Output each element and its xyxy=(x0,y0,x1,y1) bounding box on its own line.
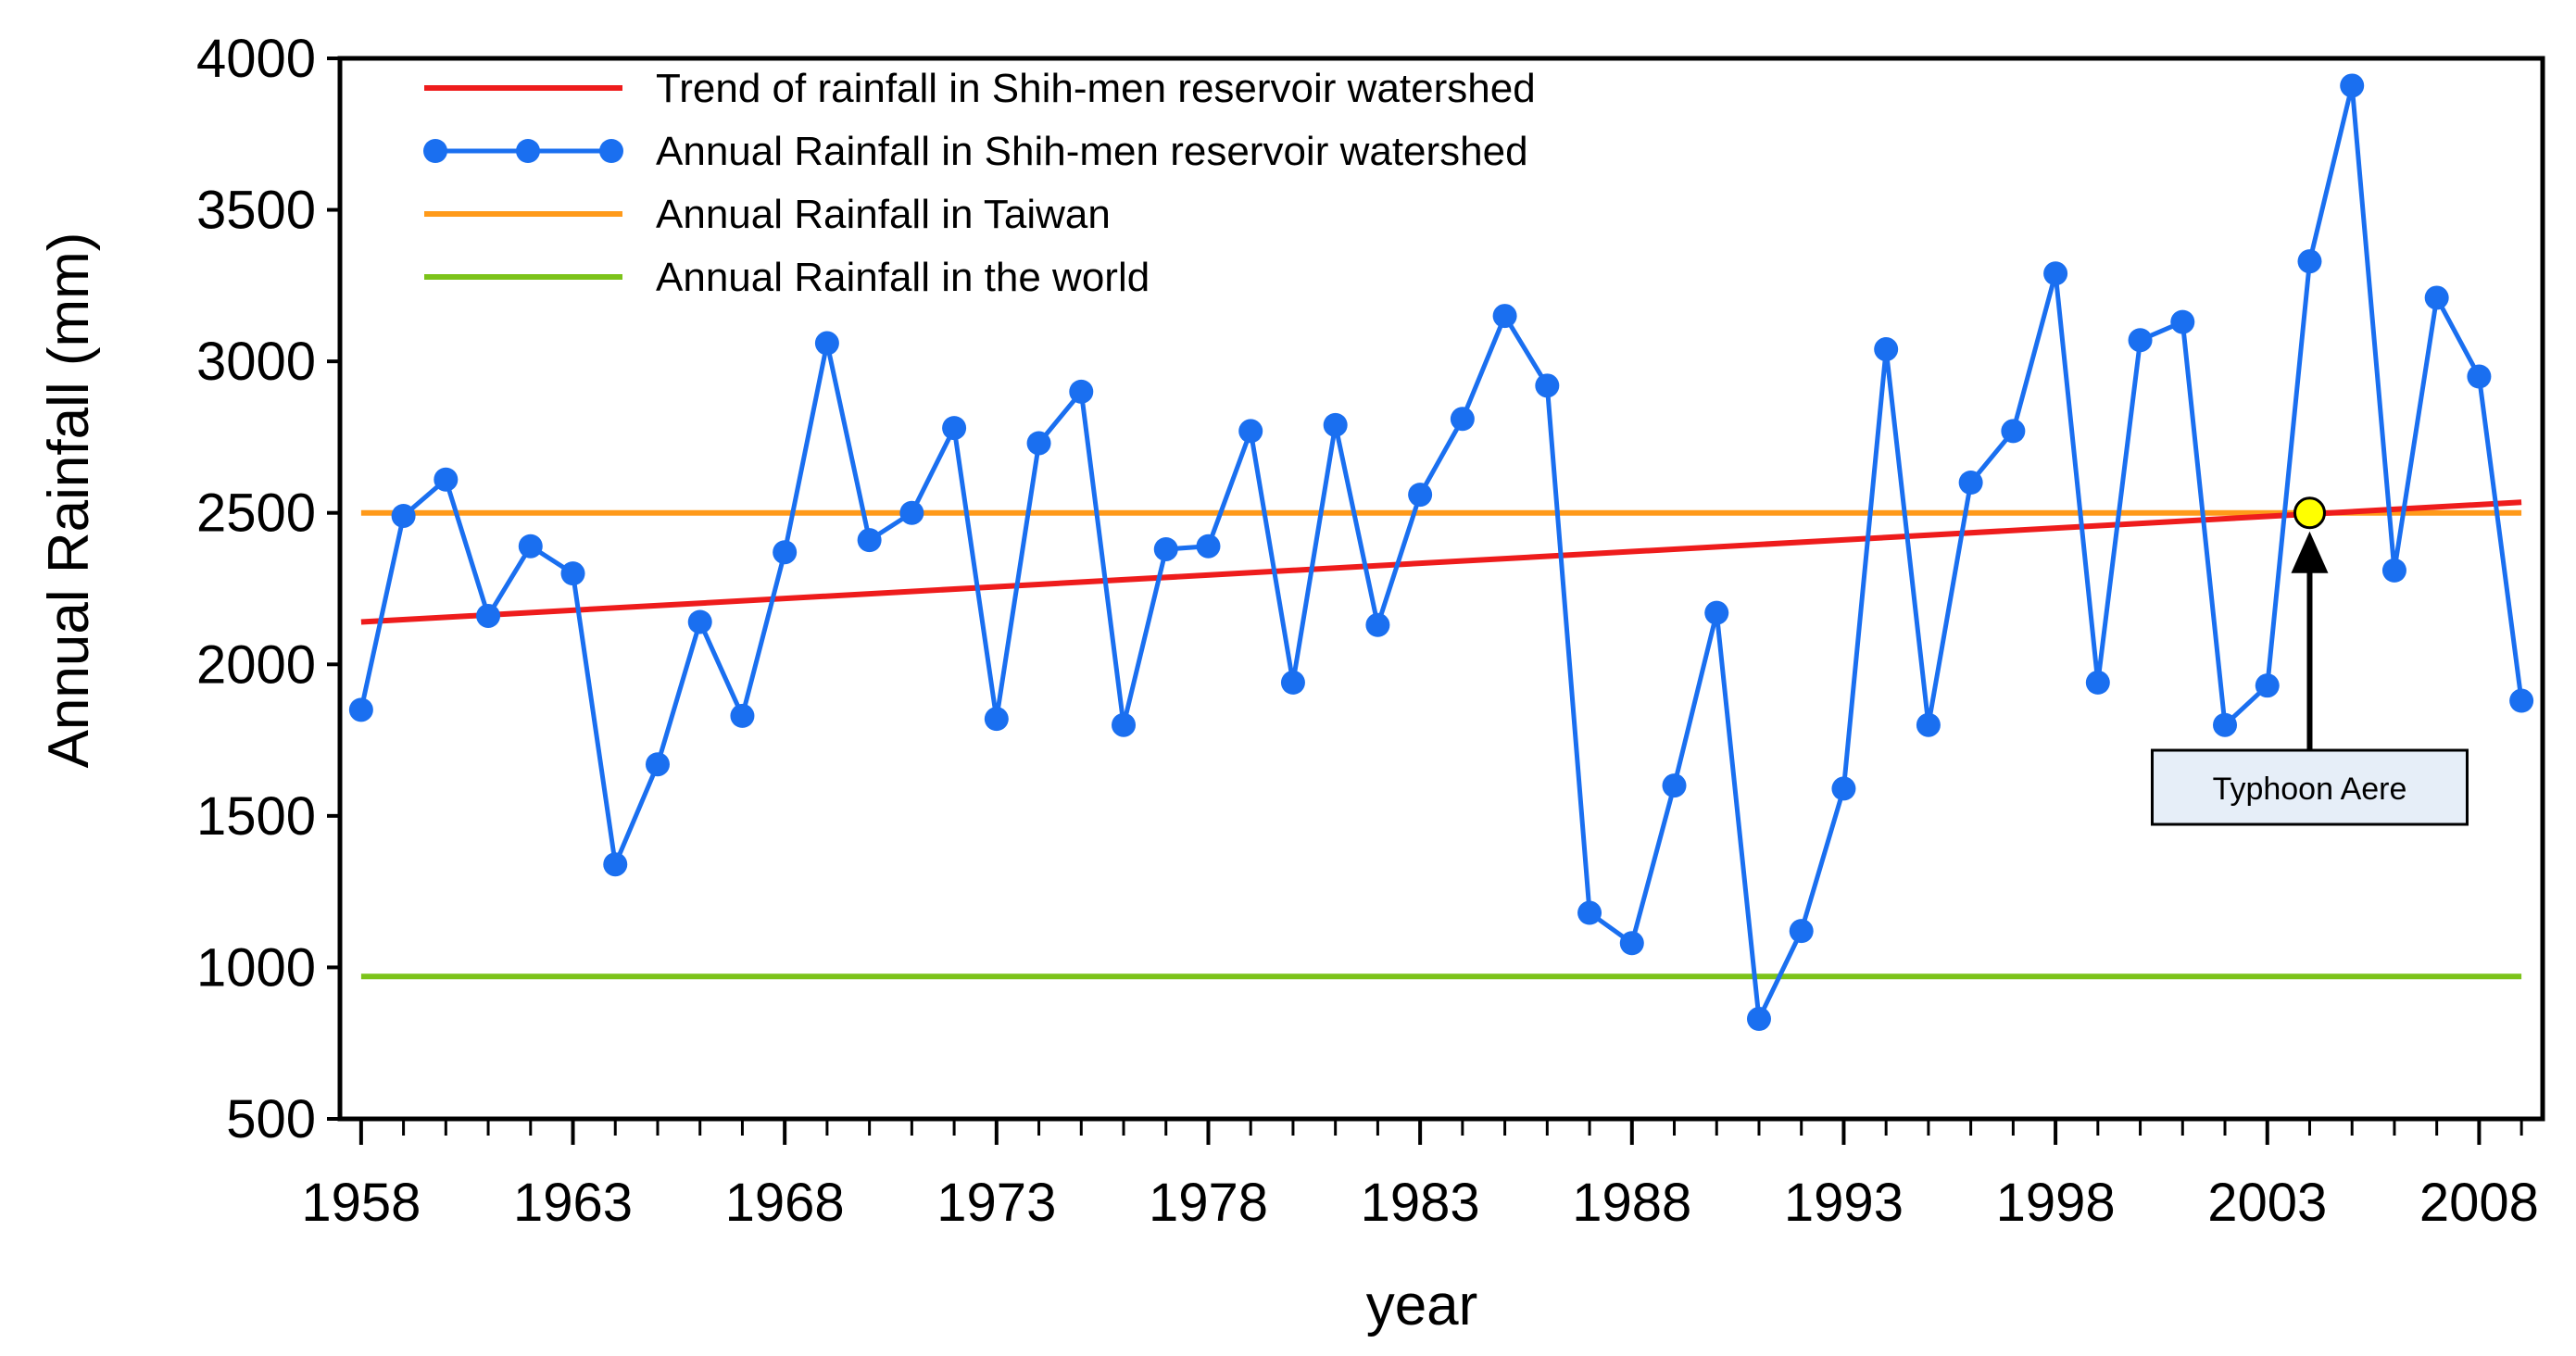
data-point xyxy=(391,503,416,528)
x-tick-label: 1963 xyxy=(513,1173,633,1233)
data-point xyxy=(1450,407,1475,432)
data-point xyxy=(1619,931,1644,956)
data-point xyxy=(1365,612,1390,637)
data-point xyxy=(942,416,967,441)
data-point xyxy=(2255,673,2280,698)
data-point xyxy=(1916,712,1941,737)
data-point xyxy=(773,540,798,565)
data-point xyxy=(518,534,543,559)
y-tick-label: 3000 xyxy=(196,332,316,392)
series-line-1 xyxy=(358,82,2524,1022)
annotation: Typhoon Aere xyxy=(2150,496,2469,826)
data-point xyxy=(814,331,839,356)
annotation-box xyxy=(2150,748,2469,826)
legend-label-1: Annual Rainfall in Shih-men reservoir wa… xyxy=(656,129,1528,174)
data-point xyxy=(899,500,924,525)
data-point xyxy=(730,703,755,728)
data-point xyxy=(2381,558,2406,583)
annotation-arrow-head xyxy=(2291,531,2329,573)
data-point xyxy=(2509,688,2534,713)
data-point xyxy=(2424,285,2449,310)
data-point xyxy=(1831,776,1856,801)
data-point xyxy=(2085,670,2110,695)
data-point xyxy=(2340,73,2365,98)
data-point xyxy=(687,609,712,634)
x-axis: 1958 1963 1968 1973 1978 1983 1988 1993 1998 2003… xyxy=(301,1119,2539,1233)
data-point xyxy=(1789,919,1814,944)
y-tick-label: 3500 xyxy=(196,181,316,241)
data-point xyxy=(1662,773,1687,798)
series-line-0 xyxy=(360,499,2522,625)
x-tick-label: 1998 xyxy=(1996,1173,2116,1233)
y-tick-label: 2500 xyxy=(196,483,316,544)
data-point xyxy=(1026,431,1051,456)
data-point xyxy=(603,852,628,877)
data-point xyxy=(984,707,1009,732)
y-tick-label: 1500 xyxy=(196,786,316,847)
data-point xyxy=(1069,379,1094,404)
data-point xyxy=(434,467,459,492)
y-tick-label: 1000 xyxy=(196,937,316,998)
data-point xyxy=(2213,712,2238,737)
x-tick-label: 1988 xyxy=(1572,1173,1691,1233)
data-point xyxy=(560,561,585,586)
x-tick-label: 1978 xyxy=(1149,1173,1268,1233)
data-point xyxy=(1112,712,1137,737)
x-tick-label: 1968 xyxy=(725,1173,845,1233)
data-point xyxy=(645,752,670,777)
plot-frame xyxy=(337,56,2545,1122)
data-point xyxy=(1492,304,1517,329)
x-tick-label: 1983 xyxy=(1361,1173,1480,1233)
data-point xyxy=(1280,670,1305,695)
series-points xyxy=(348,73,2534,1032)
data-point xyxy=(1874,337,1899,362)
data-point xyxy=(1238,419,1263,444)
x-tick-label: 1973 xyxy=(936,1173,1056,1233)
legend-marker xyxy=(599,139,623,163)
data-point xyxy=(2170,309,2195,334)
data-point xyxy=(1746,1007,1771,1032)
annotation-label: Typhoon Aere xyxy=(2213,772,2407,807)
data-point xyxy=(857,528,882,553)
series-lines xyxy=(358,82,2524,1022)
data-point xyxy=(2001,419,2026,444)
data-point xyxy=(1577,900,1602,925)
y-tick-label: 2000 xyxy=(196,634,316,695)
legend: Trend of rainfall in Shih-men reservoir … xyxy=(423,66,1536,300)
annotation-marker xyxy=(2293,496,2326,530)
data-point xyxy=(2467,364,2492,389)
data-point xyxy=(1704,600,1729,625)
data-point xyxy=(1323,412,1348,437)
legend-label-2: Annual Rainfall in Taiwan xyxy=(656,192,1111,237)
x-tick-label: 1958 xyxy=(301,1173,421,1233)
data-point xyxy=(2128,328,2153,353)
legend-label-3: Annual Rainfall in the world xyxy=(656,255,1150,300)
data-point xyxy=(1408,483,1433,508)
x-tick-label: 2003 xyxy=(2207,1173,2327,1233)
data-point xyxy=(1196,534,1221,559)
data-point xyxy=(2043,261,2068,286)
y-axis: 500 1000 1500 2000 2500 3000 3500 4000 xyxy=(196,29,340,1149)
x-tick-label: 2008 xyxy=(2419,1173,2539,1233)
y-tick-label: 4000 xyxy=(196,29,316,89)
x-tick-label: 1993 xyxy=(1784,1173,1904,1233)
legend-marker xyxy=(516,139,540,163)
data-point xyxy=(348,697,373,722)
data-point xyxy=(1153,536,1178,561)
legend-marker xyxy=(423,139,447,163)
data-point xyxy=(1535,373,1560,398)
data-point xyxy=(1958,471,1983,495)
y-axis-title: Annual Rainfall (mm) xyxy=(37,232,101,769)
y-tick-label: 500 xyxy=(226,1089,316,1149)
data-point xyxy=(476,603,501,628)
x-axis-title: year xyxy=(1366,1274,1478,1337)
data-point xyxy=(2297,249,2322,274)
legend-label-0: Trend of rainfall in Shih-men reservoir … xyxy=(656,66,1536,111)
